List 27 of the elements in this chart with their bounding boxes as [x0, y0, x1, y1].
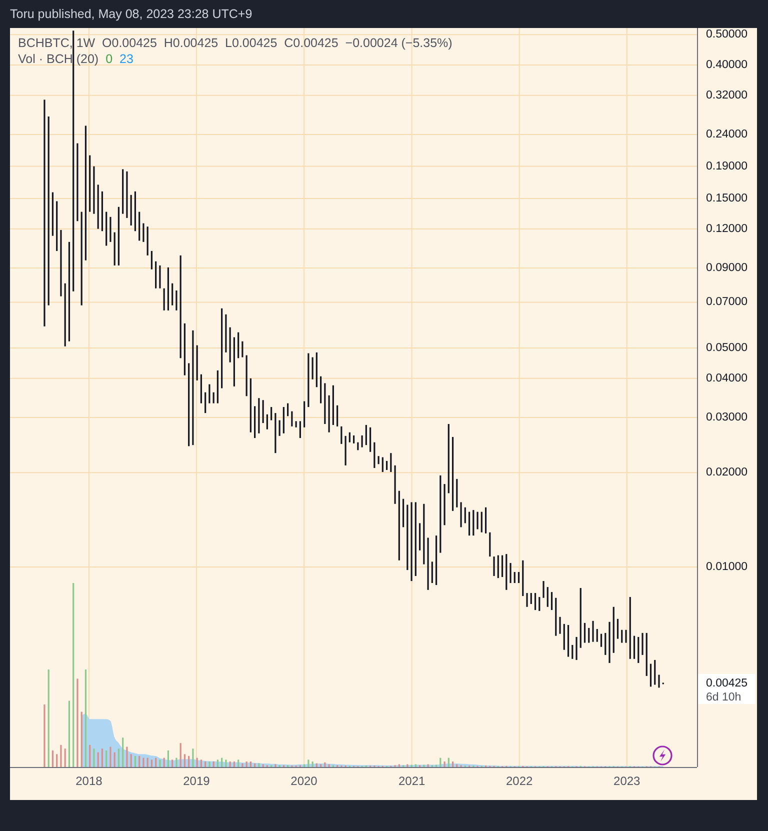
- y-tick-label: 0.15000: [706, 192, 748, 204]
- text: 6d 10h: [706, 691, 742, 704]
- y-tick-label: 0.24000: [706, 128, 748, 141]
- y-tick-label: 0.07000: [706, 296, 748, 308]
- y-tick-label: 0.40000: [706, 59, 748, 72]
- chart-title: Vol · BCH (20): [18, 52, 99, 66]
- y-tick-label: 0.19000: [706, 160, 748, 172]
- y-tick-label: 0.32000: [706, 89, 748, 102]
- y-tick-label: 0.04000: [706, 372, 748, 384]
- y-tick-label: 0.02000: [706, 466, 748, 479]
- y-tick-label: 0.50000: [706, 28, 748, 41]
- annotation: 0: [106, 52, 113, 66]
- x-tick-label: 2023: [614, 774, 641, 788]
- y-tick-label: 0.05000: [706, 342, 748, 354]
- x-tick-label: 2019: [183, 774, 210, 788]
- x-tick-label: 2022: [506, 774, 534, 788]
- y-tick-label: 0.12000: [706, 222, 748, 235]
- chart-title: Toru published, May 08, 2023 23:28 UTC+9: [10, 7, 252, 21]
- text: 0.00425: [706, 677, 748, 690]
- x-tick-label: 2020: [290, 774, 318, 788]
- x-tick-label: 2021: [398, 774, 426, 788]
- text: BCHBTC, 1W O0.00425 H0.00425 L0.00425 C0.00425 −0.00024 (−5.35%): [18, 36, 452, 50]
- y-tick-label: 0.03000: [706, 412, 748, 424]
- y-tick-label: 0.09000: [706, 262, 748, 274]
- y-tick-label: 0.01000: [706, 561, 748, 573]
- annotation: 23: [120, 52, 134, 66]
- x-tick-label: 2018: [76, 774, 103, 788]
